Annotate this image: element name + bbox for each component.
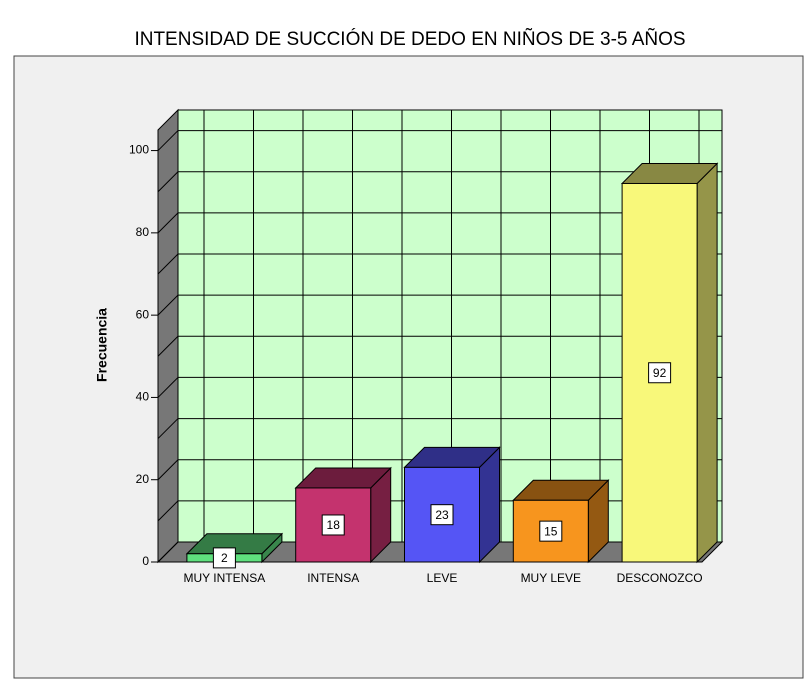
value-label-box [430, 504, 454, 526]
value-label-box [321, 514, 345, 536]
wall-grid-line [157, 459, 179, 481]
x-tick-label: MUY LEVE [521, 571, 581, 585]
wall-grid-line [157, 335, 179, 357]
bar-side [696, 162, 718, 564]
y-tick-label: 20 [136, 472, 150, 486]
wall-grid-line [157, 294, 179, 316]
wall-grid-line [157, 171, 179, 193]
value-label: 2 [221, 551, 228, 565]
wall-grid-line [157, 377, 179, 398]
wall-grid-line [157, 418, 179, 439]
x-tick-label: INTENSA [307, 571, 359, 585]
x-tick-label: MUY INTENSA [184, 571, 266, 585]
y-tick-label: 60 [136, 307, 150, 321]
value-label: 18 [327, 518, 341, 532]
x-tick-label: LEVE [427, 571, 458, 585]
y-axis-label: Frecuencia [94, 308, 110, 382]
wall-grid-line [157, 130, 179, 151]
x-tick-label: DESCONOZCO [617, 571, 703, 585]
y-tick-label: 0 [142, 554, 149, 568]
chart-title: INTENSIDAD DE SUCCIÓN DE DEDO EN NIÑOS D… [134, 28, 685, 50]
wall-grid-line [157, 253, 179, 275]
value-label: 92 [653, 366, 667, 380]
bar [295, 487, 372, 563]
wall-grid-line [157, 500, 179, 522]
y-tick-label: 40 [136, 390, 150, 404]
value-label-box [539, 520, 563, 542]
value-label: 15 [544, 524, 558, 538]
value-label: 23 [435, 508, 449, 522]
value-label-box [212, 547, 236, 569]
left-wall [157, 108, 179, 564]
value-label-box [648, 362, 672, 384]
y-tick-label: 100 [129, 143, 149, 157]
wall-grid-line [157, 212, 179, 234]
y-tick-label: 80 [136, 225, 150, 239]
wall-grid-line [157, 541, 179, 563]
